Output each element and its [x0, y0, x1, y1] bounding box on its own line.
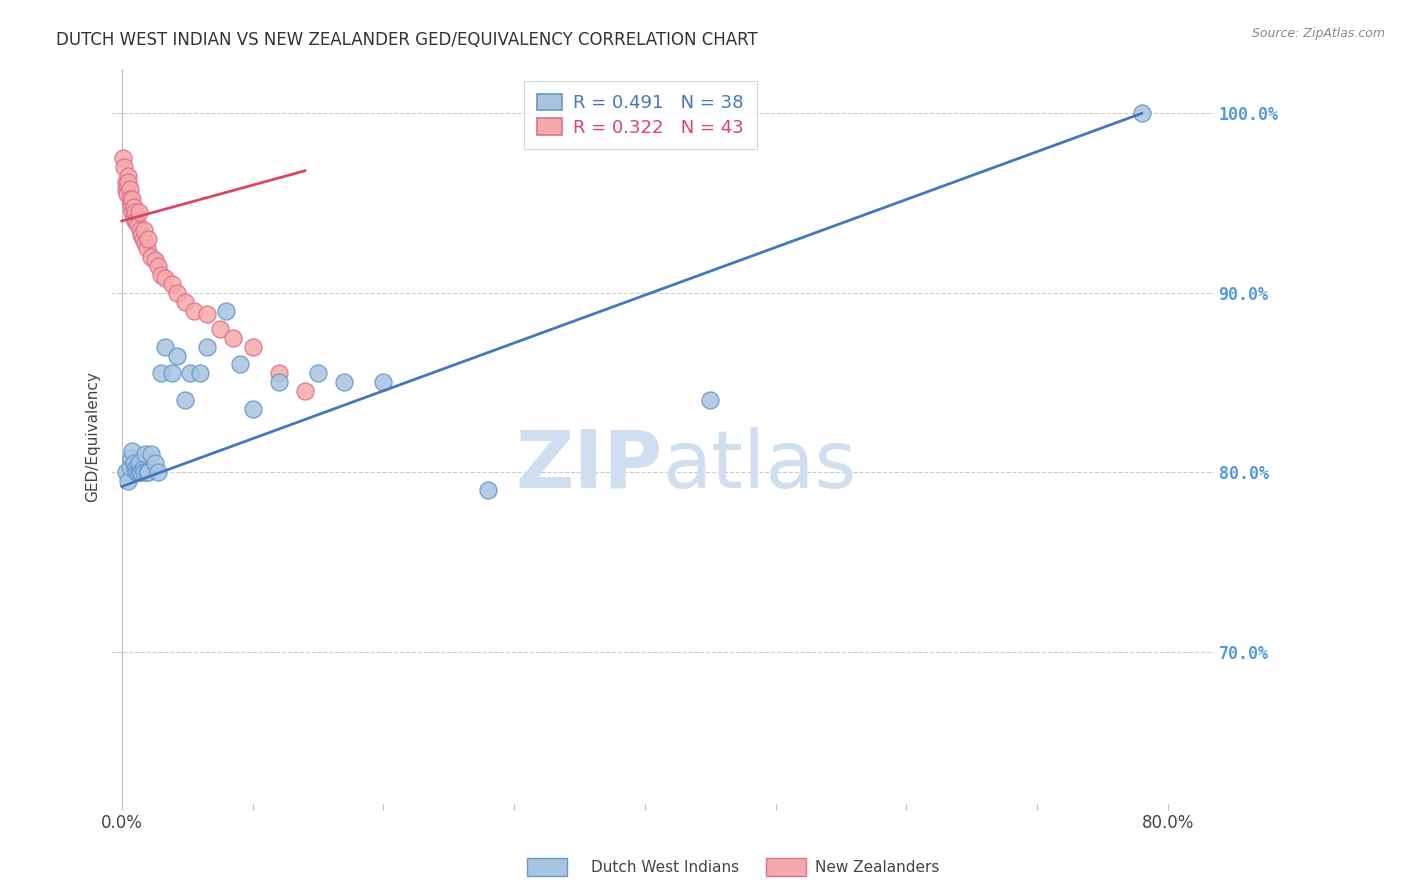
Point	[160, 277, 183, 291]
Point	[139, 447, 162, 461]
Point	[143, 253, 166, 268]
Point	[114, 182, 136, 196]
Point	[228, 358, 250, 372]
Y-axis label: GED/Equivalency: GED/Equivalency	[86, 371, 100, 501]
Point	[242, 402, 264, 417]
Point	[114, 160, 136, 174]
Point	[333, 376, 356, 390]
Point	[153, 271, 176, 285]
Point	[120, 196, 142, 211]
Point	[118, 193, 141, 207]
Point	[132, 232, 155, 246]
Point	[1130, 106, 1153, 120]
Point	[134, 447, 156, 461]
Point	[267, 367, 290, 381]
Point	[208, 321, 231, 335]
Point	[114, 465, 136, 479]
Point	[118, 182, 141, 196]
Point	[166, 285, 188, 300]
Text: New Zealanders: New Zealanders	[815, 860, 939, 874]
Point	[128, 205, 150, 219]
Point	[477, 483, 499, 497]
Point	[150, 367, 173, 381]
Point	[131, 465, 153, 479]
Point	[699, 393, 721, 408]
Point	[150, 268, 173, 282]
Point	[128, 456, 150, 470]
Point	[112, 151, 135, 165]
Point	[166, 349, 188, 363]
Point	[160, 367, 183, 381]
Point	[153, 340, 176, 354]
Text: Source: ZipAtlas.com: Source: ZipAtlas.com	[1251, 27, 1385, 40]
Point	[136, 232, 159, 246]
Point	[143, 456, 166, 470]
Text: atlas: atlas	[662, 426, 856, 505]
Point	[294, 384, 316, 399]
Point	[135, 465, 157, 479]
Point	[148, 465, 170, 479]
Point	[122, 456, 145, 470]
Point	[222, 330, 245, 344]
Point	[129, 465, 152, 479]
Point	[173, 393, 195, 408]
Point	[117, 474, 139, 488]
Point	[307, 367, 329, 381]
Point	[118, 459, 141, 474]
Point	[139, 250, 162, 264]
Point	[125, 465, 148, 479]
Point	[129, 223, 152, 237]
Point	[127, 465, 149, 479]
Point	[124, 205, 146, 219]
Point	[267, 376, 290, 390]
Point	[117, 175, 139, 189]
Point	[373, 376, 395, 390]
Point	[114, 175, 136, 189]
Text: ZIP: ZIP	[515, 426, 662, 505]
Point	[173, 294, 195, 309]
Text: Dutch West Indians: Dutch West Indians	[591, 860, 738, 874]
Legend: R = 0.491   N = 38, R = 0.322   N = 43: R = 0.491 N = 38, R = 0.322 N = 43	[524, 81, 756, 149]
Point	[121, 205, 143, 219]
Point	[132, 465, 155, 479]
Text: DUTCH WEST INDIAN VS NEW ZEALANDER GED/EQUIVALENCY CORRELATION CHART: DUTCH WEST INDIAN VS NEW ZEALANDER GED/E…	[56, 31, 758, 49]
Point	[188, 367, 211, 381]
Point	[117, 169, 139, 183]
Point	[124, 214, 146, 228]
Point	[195, 307, 218, 321]
Point	[183, 303, 205, 318]
Point	[120, 450, 142, 465]
Point	[125, 214, 148, 228]
Point	[122, 211, 145, 225]
Point	[115, 178, 138, 193]
Point	[127, 218, 149, 232]
Point	[121, 193, 143, 207]
Point	[124, 461, 146, 475]
Point	[242, 340, 264, 354]
Point	[120, 200, 142, 214]
Point	[132, 461, 155, 475]
Point	[195, 340, 218, 354]
Point	[148, 259, 170, 273]
Point	[135, 241, 157, 255]
Point	[121, 443, 143, 458]
Point	[122, 200, 145, 214]
Point	[136, 465, 159, 479]
Point	[132, 223, 155, 237]
Point	[115, 187, 138, 202]
Point	[215, 303, 238, 318]
Point	[134, 235, 156, 250]
Point	[179, 367, 201, 381]
Point	[131, 228, 153, 243]
